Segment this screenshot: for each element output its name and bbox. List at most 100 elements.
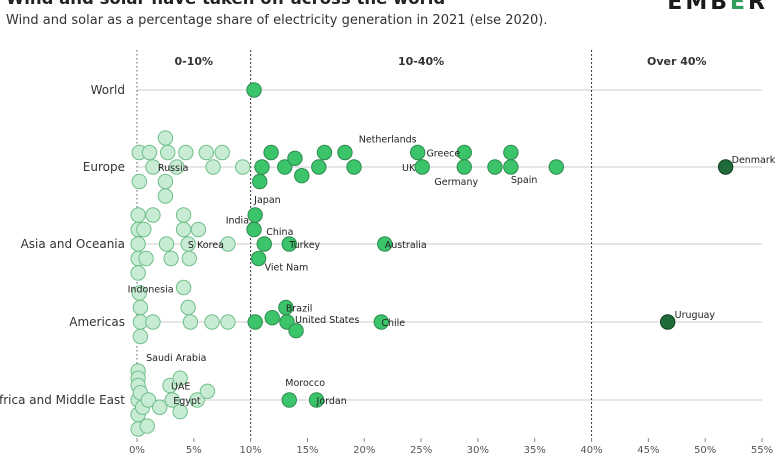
band-label: 10-40% (398, 55, 444, 68)
data-point (180, 299, 196, 316)
data-point (204, 314, 220, 330)
data-point (247, 207, 263, 223)
data-point (252, 173, 268, 190)
x-tick-label: 0% (129, 445, 145, 456)
data-point (256, 236, 272, 252)
data-point (139, 418, 155, 434)
data-point (140, 392, 157, 408)
category-label: World (91, 83, 125, 97)
data-point (159, 144, 176, 161)
category-labels: World Europe Asia and Oceania Americas Afric… (0, 83, 125, 407)
x-tick-label: 20% (353, 445, 375, 456)
data-point (158, 236, 175, 252)
data-point (164, 392, 180, 408)
chart-title: Wind and solar have taken off across the… (6, 0, 445, 8)
data-point (487, 159, 503, 175)
data-point (130, 265, 146, 281)
point-label: Egypt (173, 396, 201, 407)
point-label: UAE (171, 382, 190, 393)
data-point (346, 159, 362, 175)
chart-subtitle: Wind and solar as a percentage share of … (6, 13, 548, 28)
data-point (377, 236, 393, 252)
data-point (199, 383, 216, 399)
point-label: Morocco (285, 378, 325, 389)
x-tick-label: 10% (240, 445, 262, 456)
ember-logo: EMBER (667, 0, 768, 15)
data-point (198, 144, 215, 161)
point-label: China (266, 227, 293, 238)
point-label: Viet Nam (265, 263, 309, 274)
data-point (175, 279, 192, 296)
category-label: Africa and Middle East (0, 393, 125, 407)
point-label: Denmark (732, 155, 776, 166)
category-label: Americas (69, 315, 125, 329)
data-point (157, 188, 174, 204)
data-point (337, 144, 353, 161)
x-tick-label: 45% (637, 445, 659, 456)
data-point (409, 144, 426, 161)
data-point (717, 159, 734, 175)
data-point (175, 221, 192, 238)
point-label: S Korea (188, 240, 224, 251)
data-point (175, 207, 192, 223)
category-label: Asia and Oceania (21, 237, 125, 251)
data-point (214, 144, 230, 161)
band-label: 0-10% (175, 55, 214, 68)
data-point (132, 328, 149, 345)
point-label: Saudi Arabia (146, 353, 206, 364)
data-point (178, 144, 194, 161)
data-point (141, 144, 158, 161)
x-tick-label: 30% (467, 445, 489, 456)
point-label: Uruguay (675, 310, 716, 321)
data-point (294, 168, 310, 184)
point-label: Turkey (288, 240, 320, 251)
data-point (172, 370, 188, 386)
data-point (145, 207, 161, 223)
data-point (503, 159, 519, 175)
point-label: United States (295, 315, 359, 326)
data-point (311, 159, 327, 175)
x-tick-label: 5% (186, 445, 202, 456)
data-point (138, 250, 154, 267)
point-labels: Russia Netherlands UK Greece Germany Spain Den… (128, 135, 776, 408)
data-point (373, 314, 390, 330)
category-label: Europe (83, 160, 125, 174)
data-point (414, 159, 430, 175)
data-point (254, 159, 270, 175)
data-point (163, 250, 179, 267)
point-label: Jordan (316, 396, 347, 407)
point-label: Indonesia (128, 285, 174, 296)
data-point (130, 236, 146, 252)
data-point (659, 314, 676, 330)
x-axis-ticks: 0% 5% 10% 15% 20% 25% 30% 35% 40% 45% 50% 55% (129, 438, 773, 456)
data-point (287, 150, 303, 167)
data-point (190, 221, 207, 238)
data-point (131, 173, 147, 190)
data-point (189, 392, 205, 408)
data-point (263, 144, 279, 161)
data-point (157, 173, 174, 190)
data-point (157, 130, 174, 146)
point-label: Brazil (286, 304, 313, 315)
point-label: Russia (158, 163, 189, 174)
data-point (205, 159, 221, 175)
data-point (308, 392, 325, 408)
point-label: Germany (434, 177, 478, 188)
point-label: Japan (253, 195, 281, 206)
x-tick-label: 50% (694, 445, 716, 456)
data-point (246, 82, 262, 98)
data-point (247, 314, 263, 330)
data-point (456, 159, 472, 175)
data-point (503, 144, 519, 161)
point-label: Spain (511, 175, 538, 186)
x-tick-label: 55% (751, 445, 773, 456)
data-point (250, 250, 267, 267)
data-point (548, 159, 565, 175)
x-tick-label: 35% (524, 445, 546, 456)
data-point (145, 159, 161, 175)
grid-lines (136, 50, 762, 440)
band-label: Over 40% (647, 55, 707, 68)
x-tick-label: 40% (580, 445, 602, 456)
data-point (281, 236, 297, 252)
data-point (220, 236, 236, 252)
